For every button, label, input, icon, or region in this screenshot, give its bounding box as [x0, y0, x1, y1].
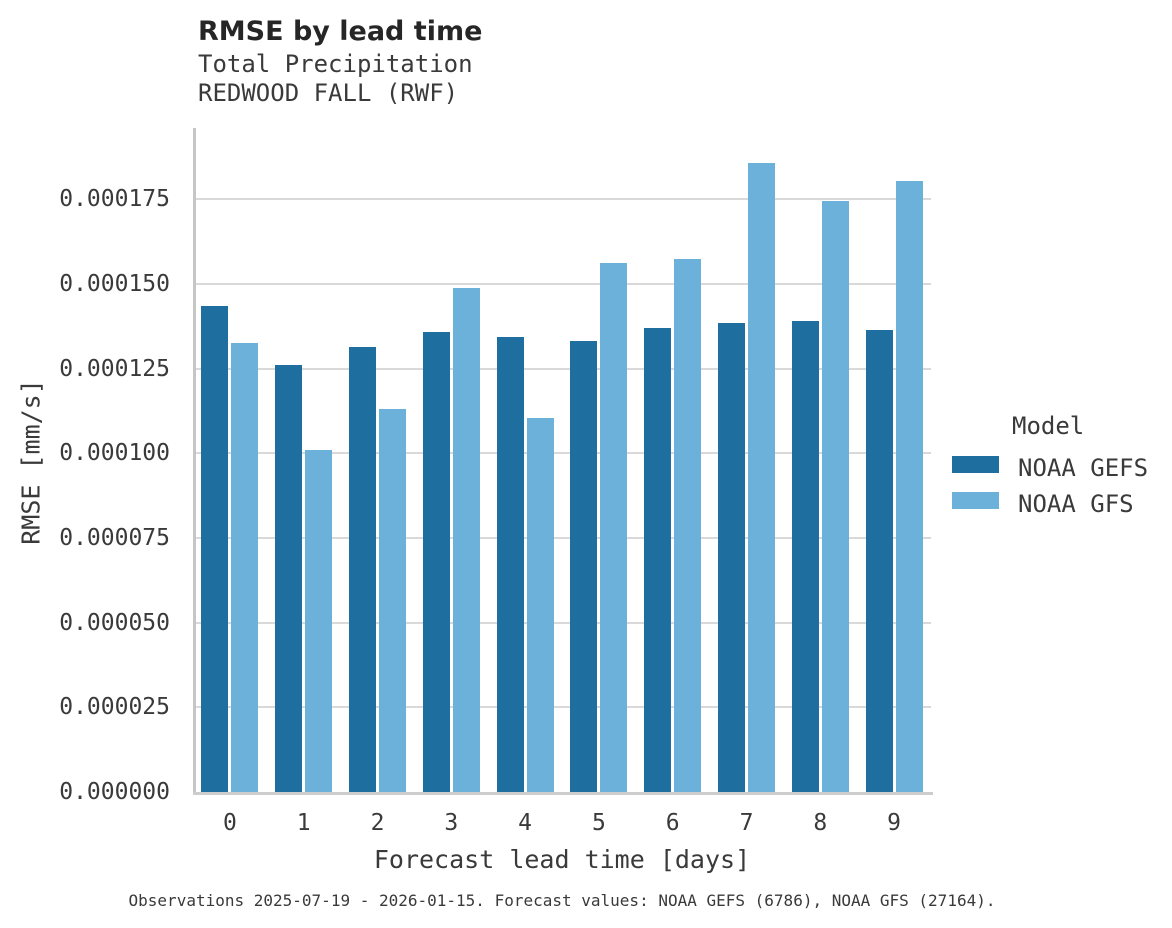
x-tick-label-4: 4 [518, 810, 533, 836]
gridline-0.000075 [193, 536, 931, 539]
legend-swatch-noaa-gefs [952, 456, 999, 473]
bar-noaa-gfs-lead-8 [821, 200, 849, 792]
bar-noaa-gfs-lead-4 [526, 417, 554, 792]
bar-noaa-gefs-lead-4 [496, 336, 524, 792]
y-tick-label: 0.000075 [59, 524, 170, 551]
x-tick-label-1: 1 [296, 810, 311, 836]
bar-noaa-gefs-lead-1 [275, 364, 303, 792]
legend-label-noaa-gefs: NOAA GEFS [1018, 454, 1149, 482]
bar-noaa-gefs-lead-7 [718, 323, 745, 792]
y-tick-label: 0.000100 [59, 440, 170, 467]
gridline-0.000050 [193, 621, 931, 624]
legend-title: Model [1012, 412, 1085, 440]
plot-panel [193, 128, 931, 792]
x-tick-label-2: 2 [370, 810, 385, 836]
gridline-0.000125 [193, 367, 931, 370]
bar-noaa-gefs-lead-5 [570, 341, 598, 792]
x-axis-spine [193, 792, 933, 795]
y-axis-spine [193, 128, 196, 795]
bar-noaa-gfs-lead-5 [600, 263, 628, 792]
bar-noaa-gfs-lead-9 [895, 180, 923, 792]
chart-subtitle-line1: Total Precipitation [198, 50, 473, 78]
x-tick-label-5: 5 [591, 810, 606, 836]
bar-noaa-gefs-lead-2 [349, 347, 376, 792]
y-tick-label: 0.000150 [59, 270, 170, 297]
bar-noaa-gefs-lead-0 [201, 305, 229, 792]
legend-label-noaa-gfs: NOAA GFS [1018, 490, 1134, 518]
y-tick-label: 0.000050 [59, 609, 170, 636]
legend-swatch-noaa-gfs [952, 492, 999, 509]
x-tick-label-3: 3 [444, 810, 459, 836]
bar-noaa-gefs-lead-3 [422, 331, 450, 792]
x-tick-label-7: 7 [739, 810, 754, 836]
x-tick-label-0: 0 [222, 810, 237, 836]
gridline-0.000175 [193, 198, 931, 201]
y-tick-label: 0.000025 [59, 694, 170, 721]
y-tick-label: 0.000125 [59, 355, 170, 382]
bar-noaa-gefs-lead-6 [644, 327, 672, 792]
gridline-0.000025 [193, 706, 931, 709]
bar-noaa-gfs-lead-6 [674, 259, 702, 792]
x-tick-label-8: 8 [813, 810, 828, 836]
x-axis-title: Forecast lead time [days] [373, 845, 751, 874]
x-tick-label-9: 9 [887, 810, 902, 836]
y-tick-label: 0.000000 [59, 779, 170, 805]
bar-noaa-gfs-lead-2 [379, 409, 406, 792]
chart-subtitle-line2: REDWOOD FALL (RWF) [198, 79, 459, 107]
bar-noaa-gefs-lead-9 [865, 330, 893, 792]
bar-noaa-gefs-lead-8 [791, 320, 819, 792]
caption: Observations 2025-07-19 - 2026-01-15. Fo… [128, 891, 996, 910]
gridline-0.000100 [193, 452, 931, 455]
chart-title: RMSE by lead time [198, 16, 483, 47]
y-tick-label: 0.000175 [59, 186, 170, 213]
bar-noaa-gfs-lead-1 [305, 450, 333, 792]
x-tick-label-6: 6 [665, 810, 680, 836]
bar-noaa-gfs-lead-0 [231, 343, 259, 792]
gridline-0.000150 [193, 282, 931, 285]
bar-noaa-gfs-lead-3 [452, 287, 480, 792]
bar-noaa-gfs-lead-7 [748, 162, 775, 792]
